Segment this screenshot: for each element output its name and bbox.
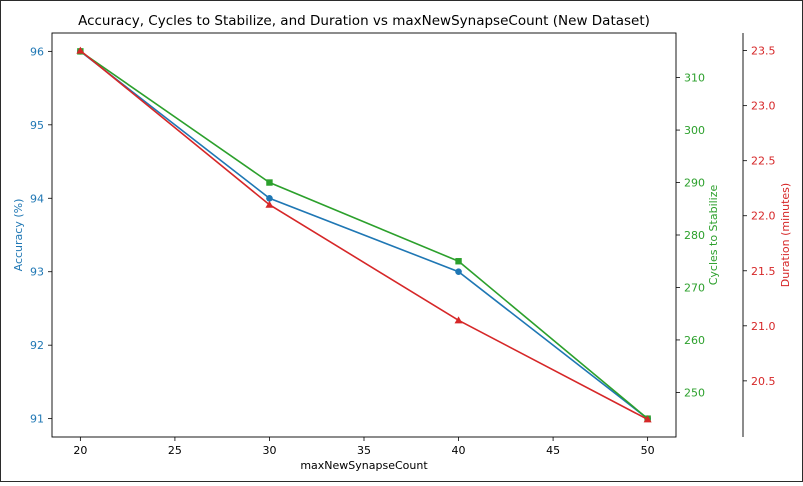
x-tick-label: 25 bbox=[168, 444, 182, 457]
cycles-tick-label: 310 bbox=[684, 72, 705, 85]
accuracy-axis: 91 92 93 94 95 96 bbox=[30, 45, 52, 426]
accuracy-tick-label: 94 bbox=[30, 192, 44, 205]
accuracy-axis-label: Accuracy (%) bbox=[12, 199, 25, 272]
data-point bbox=[266, 194, 273, 202]
x-tick-label: 35 bbox=[357, 444, 371, 457]
data-point bbox=[76, 46, 85, 54]
duration-axis: 20.5 21.0 21.5 22.0 22.5 23.0 23.5 bbox=[743, 45, 776, 388]
series-line-2 bbox=[79, 50, 649, 420]
accuracy-tick-label: 91 bbox=[30, 413, 44, 426]
duration-axis-label: Duration (minutes) bbox=[779, 183, 792, 287]
duration-tick-label: 20.5 bbox=[751, 375, 776, 388]
data-point bbox=[643, 415, 652, 423]
accuracy-tick-label: 93 bbox=[30, 266, 44, 279]
cycles-tick-label: 250 bbox=[684, 386, 705, 399]
duration-tick-label: 22.5 bbox=[751, 155, 776, 168]
cycles-tick-label: 300 bbox=[684, 124, 705, 137]
data-point bbox=[454, 316, 463, 324]
cycles-axis-label: Cycles to Stabilize bbox=[707, 184, 720, 285]
accuracy-tick-label: 95 bbox=[30, 119, 44, 132]
series-layer bbox=[76, 46, 652, 423]
accuracy-tick-label: 96 bbox=[30, 45, 44, 58]
x-tick-label: 20 bbox=[73, 444, 87, 457]
chart-title: Accuracy, Cycles to Stabilize, and Durat… bbox=[78, 13, 650, 29]
cycles-tick-label: 270 bbox=[684, 281, 705, 294]
x-axis-label: maxNewSynapseCount bbox=[300, 459, 428, 472]
cycles-axis: 250 260 270 280 290 300 310 bbox=[676, 72, 705, 399]
x-tick-label: 50 bbox=[641, 444, 655, 457]
duration-tick-label: 23.0 bbox=[751, 100, 776, 113]
series-line-3 bbox=[79, 49, 649, 421]
cycles-tick-label: 260 bbox=[684, 334, 705, 347]
duration-tick-label: 21.0 bbox=[751, 320, 776, 333]
x-tick-label: 30 bbox=[262, 444, 276, 457]
cycles-tick-label: 290 bbox=[684, 177, 705, 190]
x-tick-label: 45 bbox=[546, 444, 560, 457]
x-tick-label: 40 bbox=[452, 444, 466, 457]
cycles-tick-label: 280 bbox=[684, 229, 705, 242]
accuracy-tick-label: 92 bbox=[30, 339, 44, 352]
data-point bbox=[266, 179, 273, 186]
duration-tick-label: 23.5 bbox=[751, 45, 776, 58]
x-axis: 20 25 30 35 40 45 50 bbox=[73, 437, 655, 457]
series-line-1 bbox=[79, 50, 649, 420]
duration-tick-label: 21.5 bbox=[751, 265, 776, 278]
data-point bbox=[265, 200, 274, 208]
data-point bbox=[455, 258, 462, 265]
duration-tick-label: 22.0 bbox=[751, 210, 776, 223]
data-point bbox=[455, 268, 462, 276]
